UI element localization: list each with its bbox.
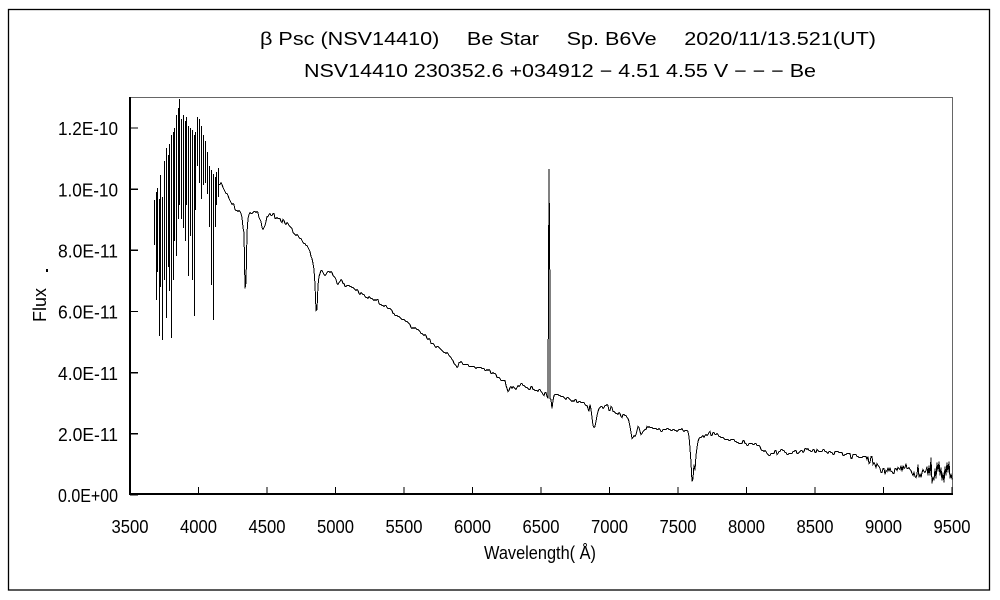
svg-text:Flux: Flux	[30, 288, 50, 322]
svg-text:6.0E-11: 6.0E-11	[58, 303, 118, 323]
svg-text:1.2E-10: 1.2E-10	[58, 119, 118, 139]
svg-text:Wavelength( Å): Wavelength( Å)	[484, 543, 596, 563]
svg-text:4.0E-11: 4.0E-11	[58, 364, 118, 384]
svg-text:5500: 5500	[386, 517, 423, 537]
svg-text:4000: 4000	[180, 517, 217, 537]
svg-text:4500: 4500	[249, 517, 286, 537]
svg-text:0.0E+00: 0.0E+00	[58, 486, 118, 506]
svg-text:8500: 8500	[797, 517, 834, 537]
svg-text:6500: 6500	[523, 517, 560, 537]
svg-text:β Psc (NSV14410) Be Star Sp.: β Psc (NSV14410) Be Star Sp. B6Ve 2020/1…	[260, 29, 876, 49]
svg-text:2.0E-11: 2.0E-11	[58, 425, 118, 445]
svg-text:7000: 7000	[591, 517, 628, 537]
svg-text:8.0E-11: 8.0E-11	[58, 242, 118, 262]
svg-text:9000: 9000	[865, 517, 902, 537]
svg-text:8000: 8000	[728, 517, 765, 537]
svg-text:9500: 9500	[934, 517, 971, 537]
svg-text:NSV14410 230352.6 +034912 − 4.: NSV14410 230352.6 +034912 − 4.51 4.55 V …	[304, 61, 816, 81]
svg-text:7500: 7500	[660, 517, 697, 537]
svg-text:3500: 3500	[112, 517, 149, 537]
svg-text:6000: 6000	[454, 517, 491, 537]
svg-text:1.0E-10: 1.0E-10	[58, 180, 118, 200]
svg-text:5000: 5000	[317, 517, 354, 537]
